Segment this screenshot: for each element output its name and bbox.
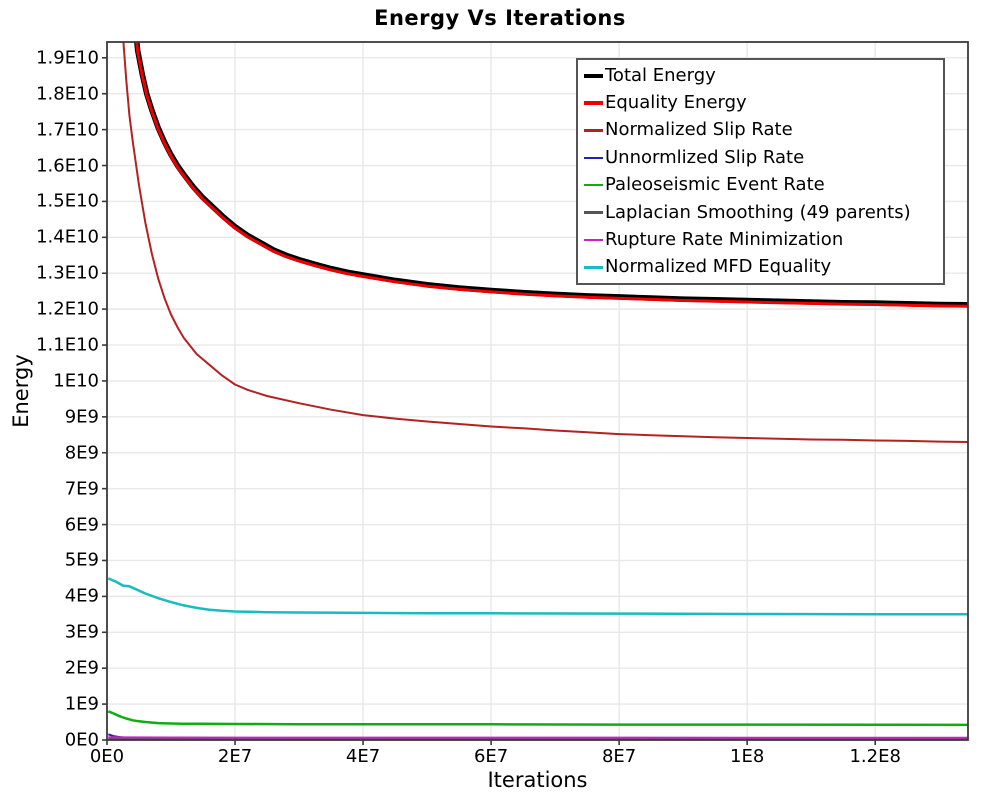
legend-line-swatch [584, 73, 603, 78]
line-rupture-rate-minimization [108, 736, 968, 739]
line-normalized-slip-rate [122, 42, 968, 443]
legend-label: Unnormlized Slip Rate [605, 146, 805, 168]
x-tick-label: 6E7 [473, 746, 509, 767]
legend-item: Paleoseismic Event Rate [584, 176, 943, 194]
y-tick-label: 7E9 [64, 478, 99, 500]
x-axis-title: Iterations [487, 768, 588, 792]
y-tick-label: 1.3E10 [36, 262, 99, 284]
x-tick-label: 0E0 [89, 746, 125, 767]
legend-label: Rupture Rate Minimization [605, 228, 844, 250]
series-lines [107, 42, 968, 740]
legend-item: Rupture Rate Minimization [584, 228, 943, 250]
x-tick-label: 1E8 [730, 746, 765, 767]
legend-line-swatch [584, 129, 603, 132]
y-tick-label: 1.9E10 [36, 47, 99, 69]
legend-label: Laplacian Smoothing (49 parents) [605, 201, 911, 223]
y-tick-label: 1.5E10 [36, 190, 99, 212]
y-tick-label: 0E0 [64, 729, 99, 751]
legend-label: Total Energy [605, 64, 716, 86]
legend-label: Normalized MFD Equality [605, 256, 832, 278]
y-tick-label: 2E9 [64, 657, 99, 679]
legend: Total Energy Equality Energy Normalized Sl… [576, 58, 945, 285]
legend-label: Equality Energy [605, 92, 747, 114]
y-tick-label: 4E9 [64, 585, 99, 607]
legend-label: Paleoseismic Event Rate [605, 174, 825, 196]
chart-title: Energy Vs Iterations [374, 6, 626, 30]
y-tick-label: 8E9 [64, 442, 99, 464]
legend-line-swatch [584, 101, 603, 106]
legend-item: Normalized MFD Equality [584, 258, 943, 276]
legend-item: Total Energy [584, 64, 943, 86]
line-equality-energy [135, 42, 968, 308]
y-tick-label: 1.2E10 [36, 298, 99, 320]
x-tick-label: 8E7 [601, 746, 637, 767]
y-tick-label: 1E10 [53, 370, 99, 392]
y-tick-label: 1.4E10 [36, 226, 99, 248]
y-tick-label: 3E9 [64, 621, 99, 643]
y-tick-label: 9E9 [64, 406, 99, 428]
legend-line-swatch [584, 238, 603, 242]
line-paleoseismic-event-rate [107, 710, 968, 727]
axis-ticks [102, 56, 876, 745]
legend-item: Equality Energy [584, 94, 943, 112]
y-tick-label: 6E9 [64, 514, 99, 536]
legend-label: Normalized Slip Rate [605, 119, 793, 141]
legend-item: Normalized Slip Rate [584, 121, 943, 139]
y-tick-label: 1.1E10 [36, 334, 99, 356]
y-tick-label: 1.7E10 [36, 119, 99, 141]
legend-line-swatch [584, 156, 603, 160]
plot-border [106, 41, 969, 741]
legend-line-swatch [584, 266, 603, 269]
legend-item: Unnormlized Slip Rate [584, 146, 943, 168]
y-axis-title: Energy [9, 354, 33, 428]
x-tick-label: 4E7 [345, 746, 381, 767]
y-tick-label: 1.6E10 [36, 155, 99, 176]
x-tick-label: 1.2E8 [849, 746, 901, 767]
legend-line-swatch [584, 183, 603, 187]
line-normalized-mfd-equality [107, 577, 968, 616]
y-tick-label: 5E9 [64, 549, 99, 571]
y-tick-label: 1.8E10 [36, 83, 99, 105]
legend-line-swatch [584, 211, 603, 214]
y-tick-label: 1E9 [64, 693, 99, 715]
legend-item: Laplacian Smoothing (49 parents) [584, 201, 943, 223]
x-tick-label: 2E7 [217, 746, 253, 767]
gridlines [107, 42, 968, 740]
